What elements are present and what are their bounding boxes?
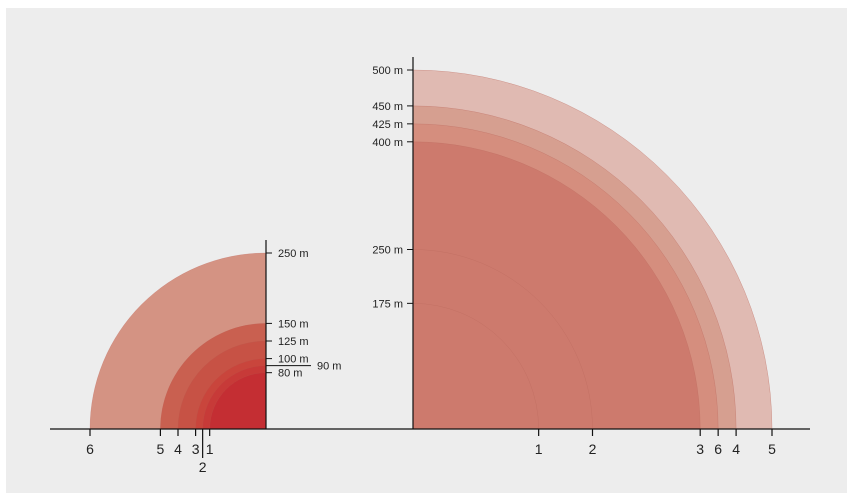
left-range-diagram: 250 m 150 m 125 m 100 m 90 m 80 m 6 5 4 3 2 1 — [86, 240, 341, 475]
left-tick-label: 80 m — [278, 368, 302, 380]
right-tick-label: 425 m — [372, 119, 403, 131]
right-number-label: 4 — [732, 441, 740, 457]
right-tick-label: 250 m — [372, 245, 403, 257]
left-tick-label: 125 m — [278, 336, 309, 348]
right-range-diagram: 500 m 450 m 425 m 400 m 250 m 175 m 1 2 3 6 4 5 — [372, 57, 776, 457]
left-number-label: 1 — [206, 441, 214, 457]
left-tick-label: 90 m — [317, 361, 341, 373]
right-number-label: 1 — [535, 441, 543, 457]
left-tick-label: 150 m — [278, 318, 309, 330]
right-range-arc — [412, 303, 539, 430]
left-number-label: 5 — [157, 441, 165, 457]
right-tick-label: 175 m — [372, 298, 403, 310]
right-number-label: 6 — [714, 441, 722, 457]
left-number-label: 2 — [199, 459, 207, 475]
left-tick-label: 100 m — [278, 354, 309, 366]
right-tick-label: 400 m — [372, 137, 403, 149]
right-number-label: 2 — [589, 441, 597, 457]
right-tick-label: 450 m — [372, 101, 403, 113]
left-number-label: 4 — [174, 441, 182, 457]
left-tick-label: 250 m — [278, 248, 309, 260]
left-number-label: 3 — [192, 441, 200, 457]
left-number-label: 6 — [86, 441, 94, 457]
right-number-label: 3 — [696, 441, 704, 457]
right-tick-label: 500 m — [372, 65, 403, 77]
left-range-arc — [209, 372, 267, 430]
right-number-label: 5 — [768, 441, 776, 457]
